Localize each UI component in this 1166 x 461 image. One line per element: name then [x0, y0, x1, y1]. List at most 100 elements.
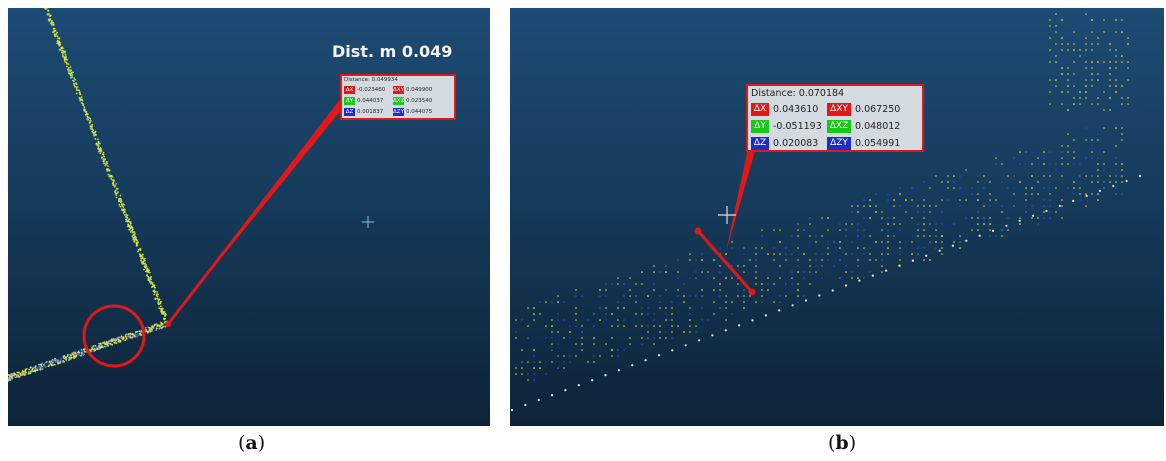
- point: [19, 373, 22, 375]
- point: [725, 307, 727, 309]
- point: [617, 349, 619, 351]
- point: [804, 299, 808, 302]
- point: [129, 221, 132, 224]
- point: [109, 174, 111, 177]
- point: [719, 295, 721, 297]
- point: [91, 130, 94, 133]
- point: [1073, 193, 1075, 195]
- point: [659, 301, 661, 303]
- point: [1055, 163, 1057, 165]
- point: [156, 291, 159, 293]
- point: [122, 337, 125, 340]
- point: [871, 274, 874, 277]
- point: [46, 14, 49, 16]
- point: [1067, 85, 1069, 87]
- measurement-box-b[interactable]: Distance: 0.070184 ΔX 0.043610 ΔXY 0.067…: [746, 84, 924, 152]
- point: [923, 235, 925, 237]
- point: [125, 220, 127, 223]
- point: [995, 235, 997, 237]
- point: [103, 155, 105, 158]
- point: [743, 295, 745, 297]
- point: [929, 211, 931, 213]
- point: [611, 337, 613, 339]
- point: [827, 247, 829, 249]
- point: [98, 348, 100, 350]
- point: [887, 253, 889, 255]
- measure-endpoint-b-start[interactable]: [694, 227, 702, 235]
- point: [719, 307, 721, 309]
- point: [959, 205, 961, 207]
- point: [75, 92, 78, 95]
- point: [533, 361, 535, 363]
- point: [1121, 19, 1123, 21]
- point: [761, 283, 763, 285]
- point: [1061, 217, 1063, 219]
- point: [1115, 181, 1117, 183]
- point: [551, 361, 553, 363]
- point: [80, 348, 83, 351]
- highlight-circle-a: [82, 304, 146, 368]
- point: [677, 289, 679, 291]
- point: [1067, 73, 1069, 75]
- point: [923, 217, 925, 219]
- point: [149, 281, 151, 283]
- point: [118, 338, 120, 341]
- point: [62, 50, 65, 53]
- point: [120, 335, 123, 338]
- point-cloud-view-b[interactable]: Distance: 0.070184 ΔX 0.043610 ΔXY 0.067…: [510, 8, 1164, 426]
- point: [971, 229, 973, 231]
- delta-x-value: 0.043610: [773, 104, 819, 115]
- point: [67, 63, 70, 66]
- point: [719, 271, 721, 273]
- point: [78, 91, 81, 94]
- point: [577, 384, 580, 387]
- point: [659, 295, 661, 297]
- point: [995, 199, 997, 201]
- point: [1115, 91, 1117, 93]
- point: [142, 260, 145, 263]
- point: [1061, 49, 1063, 51]
- measure-endpoint-a[interactable]: [165, 321, 171, 327]
- point: [74, 78, 76, 81]
- point: [815, 259, 817, 261]
- point: [47, 363, 50, 366]
- point: [1061, 91, 1063, 93]
- point: [719, 289, 721, 291]
- point: [155, 297, 157, 300]
- point: [115, 194, 118, 196]
- point: [1037, 217, 1039, 219]
- point: [41, 362, 43, 365]
- point-cloud-canvas-b[interactable]: [510, 8, 1164, 426]
- point: [162, 325, 165, 328]
- point: [1001, 181, 1003, 183]
- point: [1091, 85, 1093, 87]
- point: [947, 175, 949, 177]
- point: [60, 357, 62, 360]
- point: [158, 324, 161, 327]
- point: [827, 259, 829, 261]
- point: [899, 223, 901, 225]
- point: [539, 361, 541, 363]
- point: [14, 375, 17, 378]
- point: [10, 373, 13, 375]
- measure-endpoint-b-end[interactable]: [748, 288, 756, 296]
- point-cloud-view-a[interactable]: Dist. m 0.049 Distance: 0.049934 ΔX -0.0…: [8, 8, 490, 426]
- point: [978, 234, 981, 237]
- point: [833, 241, 835, 243]
- point: [1073, 97, 1075, 99]
- point-cloud-canvas-a[interactable]: [8, 8, 490, 426]
- point: [48, 360, 51, 363]
- point: [1127, 97, 1129, 99]
- point: [869, 247, 871, 249]
- point: [983, 217, 985, 219]
- point: [557, 331, 559, 333]
- delta-row: ΔZ 0.001837 ΔZY 0.044075: [344, 106, 452, 117]
- point: [70, 77, 72, 79]
- point: [1061, 67, 1063, 69]
- measurement-box-a[interactable]: Distance: 0.049934 ΔX -0.023460 ΔXY 0.04…: [340, 74, 456, 120]
- point: [1019, 217, 1021, 219]
- point: [1085, 79, 1087, 81]
- point: [1025, 211, 1027, 213]
- point: [1019, 163, 1021, 165]
- point: [641, 313, 643, 315]
